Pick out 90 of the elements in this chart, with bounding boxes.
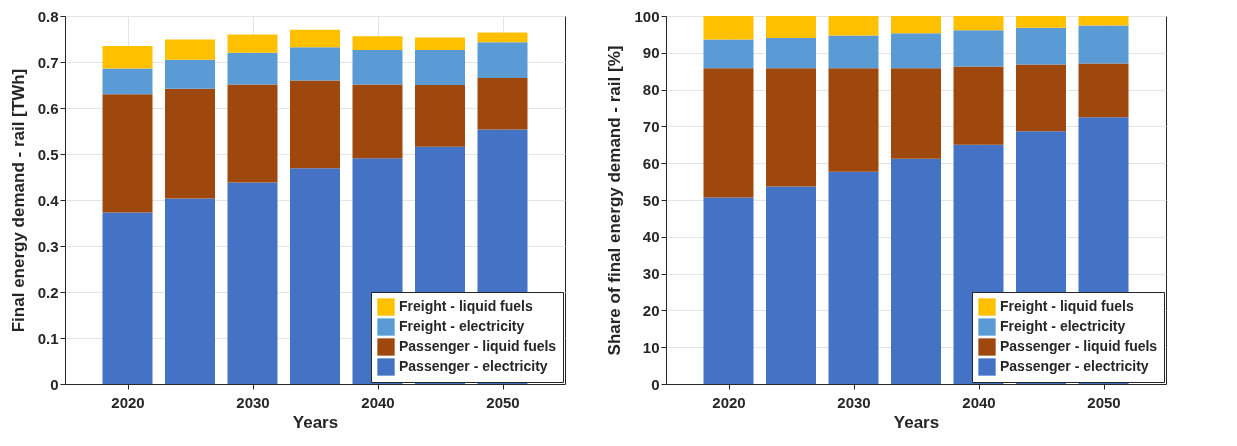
y-tick-label: 0.1: [37, 329, 59, 347]
bar: [415, 50, 465, 85]
bar: [766, 38, 816, 69]
bar: [828, 68, 879, 172]
bar: [352, 36, 403, 51]
bar: [1078, 25, 1129, 64]
x-tick-label: 2040: [962, 393, 996, 411]
bar: [1016, 16, 1066, 28]
y-tick-label: 80: [642, 81, 660, 99]
bar: [703, 39, 754, 69]
legend-label: Passenger - liquid fuels: [399, 338, 557, 354]
x-tick-label: 2050: [1087, 393, 1121, 411]
bar: [703, 68, 754, 198]
y-axis-title: Share of final energy demand - rail [%]: [605, 45, 625, 356]
bar: [477, 42, 528, 79]
bar: [828, 16, 879, 36]
bar: [891, 68, 941, 159]
y-tick-label: 0.2: [37, 283, 59, 301]
bar: [766, 186, 816, 384]
bar: [953, 66, 1004, 145]
bar: [703, 16, 754, 40]
legend-label: Freight - electricity: [1000, 318, 1126, 334]
bar: [766, 16, 816, 39]
bar: [102, 45, 153, 69]
x-axis-title: Years: [292, 412, 339, 432]
bar: [290, 168, 340, 384]
y-tick-label: 20: [642, 301, 660, 319]
bar: [891, 16, 941, 34]
bar: [891, 33, 941, 69]
x-tick-label: 2030: [837, 393, 871, 411]
bar: [1078, 16, 1129, 26]
bar: [227, 34, 278, 53]
bar: [1016, 64, 1066, 132]
bar: [165, 59, 215, 89]
y-tick-label: 0.8: [37, 7, 59, 25]
bar: [352, 84, 403, 159]
y-axis-title: Final energy demand - rail [TWh]: [8, 68, 28, 333]
bar: [828, 35, 879, 69]
bar: [102, 212, 153, 384]
y-tick-label: 0.4: [37, 191, 60, 209]
bar: [352, 50, 403, 85]
bar: [891, 158, 941, 384]
legend-label: Freight - electricity: [399, 318, 525, 334]
y-tick-label: 40: [642, 228, 660, 246]
legend-label: Passenger - liquid fuels: [1000, 338, 1158, 354]
x-tick-label: 2040: [361, 393, 395, 411]
bar: [165, 198, 215, 384]
bar: [227, 52, 278, 85]
x-tick-label: 2020: [712, 393, 746, 411]
bar: [102, 68, 153, 95]
bar: [290, 29, 340, 48]
bar: [290, 47, 340, 81]
y-tick-label: 0: [50, 375, 59, 393]
y-tick-label: 0.7: [37, 53, 59, 71]
bar: [953, 16, 1004, 31]
y-tick-label: 50: [642, 191, 660, 209]
y-tick-label: 0.3: [37, 237, 59, 255]
x-axis-title: Years: [893, 412, 940, 432]
y-tick-label: 70: [642, 117, 660, 135]
y-tick-label: 90: [642, 44, 660, 62]
bar: [227, 84, 278, 183]
bar: [477, 32, 528, 43]
bar: [953, 30, 1004, 67]
legend-label: Passenger - electricity: [1000, 358, 1149, 374]
bar: [703, 197, 754, 384]
legend-label: Freight - liquid fuels: [1000, 298, 1134, 314]
bar: [290, 80, 340, 169]
y-tick-label: 30: [642, 265, 660, 283]
x-tick-label: 2030: [236, 393, 270, 411]
bar: [415, 85, 465, 147]
bar: [1078, 63, 1129, 118]
bar: [102, 94, 153, 213]
bar: [766, 68, 816, 187]
y-tick-label: 0.5: [37, 145, 59, 163]
bar: [165, 88, 215, 199]
legend-label: Freight - liquid fuels: [399, 298, 533, 314]
bar: [1016, 27, 1066, 65]
legend-label: Passenger - electricity: [399, 358, 548, 374]
bar: [415, 37, 465, 51]
y-tick-label: 0.6: [37, 99, 59, 117]
x-tick-label: 2050: [486, 393, 520, 411]
bar: [165, 39, 215, 60]
bar: [477, 78, 528, 130]
bar: [828, 171, 879, 384]
bar: [227, 182, 278, 384]
y-tick-label: 60: [642, 154, 660, 172]
y-tick-label: 100: [634, 7, 660, 25]
y-tick-label: 0: [651, 375, 660, 393]
y-tick-label: 10: [642, 338, 660, 356]
x-tick-label: 2020: [111, 393, 145, 411]
